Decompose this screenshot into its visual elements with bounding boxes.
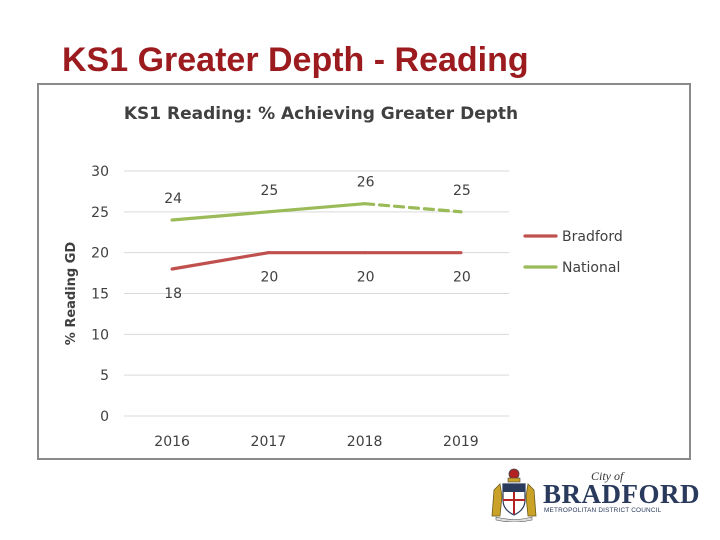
council-logo: City of BRADFORD METROPOLITAN DISTRICT C…	[486, 466, 700, 522]
data-label-bradford: 20	[260, 270, 278, 286]
logo-city-of: City of	[591, 469, 624, 483]
data-label-bradford: 20	[453, 270, 471, 286]
legend-label-national: National	[562, 260, 620, 276]
slide-title: KS1 Greater Depth - Reading	[62, 41, 529, 79]
x-tick-label: 2017	[251, 434, 287, 450]
legend-label-bradford: Bradford	[562, 229, 623, 245]
x-tick-label: 2016	[154, 434, 190, 450]
data-label-national: 24	[164, 191, 182, 207]
series-national-segment	[363, 202, 463, 214]
series-national-segment	[170, 210, 270, 222]
data-label-national: 26	[357, 175, 375, 191]
logo-subtitle: METROPOLITAN DISTRICT COUNCIL	[544, 507, 662, 514]
y-tick-label: 20	[91, 246, 109, 262]
coat-of-arms-icon	[491, 468, 537, 522]
data-label-national: 25	[453, 183, 471, 199]
series-bradford-segment	[170, 251, 270, 271]
y-tick-label: 10	[91, 327, 109, 343]
chart-frame: KS1 Reading: % Achieving Greater Depth % …	[37, 83, 691, 460]
y-tick-label: 15	[91, 287, 109, 303]
y-tick-label: 5	[100, 368, 109, 384]
chart-title: KS1 Reading: % Achieving Greater Depth	[124, 104, 518, 124]
y-tick-label: 30	[91, 164, 109, 180]
data-label-bradford: 18	[164, 286, 182, 302]
logo-name: BRADFORD	[543, 479, 700, 509]
data-label-national: 25	[260, 183, 278, 199]
x-tick-label: 2018	[347, 434, 383, 450]
y-tick-label: 0	[100, 409, 109, 425]
data-label-bradford: 20	[357, 270, 375, 286]
y-axis-label: % Reading GD	[64, 242, 79, 346]
series-national-segment	[266, 202, 367, 214]
y-tick-label: 25	[91, 205, 109, 221]
x-tick-label: 2019	[443, 434, 479, 450]
chart: KS1 Reading: % Achieving Greater Depth % …	[64, 104, 623, 450]
